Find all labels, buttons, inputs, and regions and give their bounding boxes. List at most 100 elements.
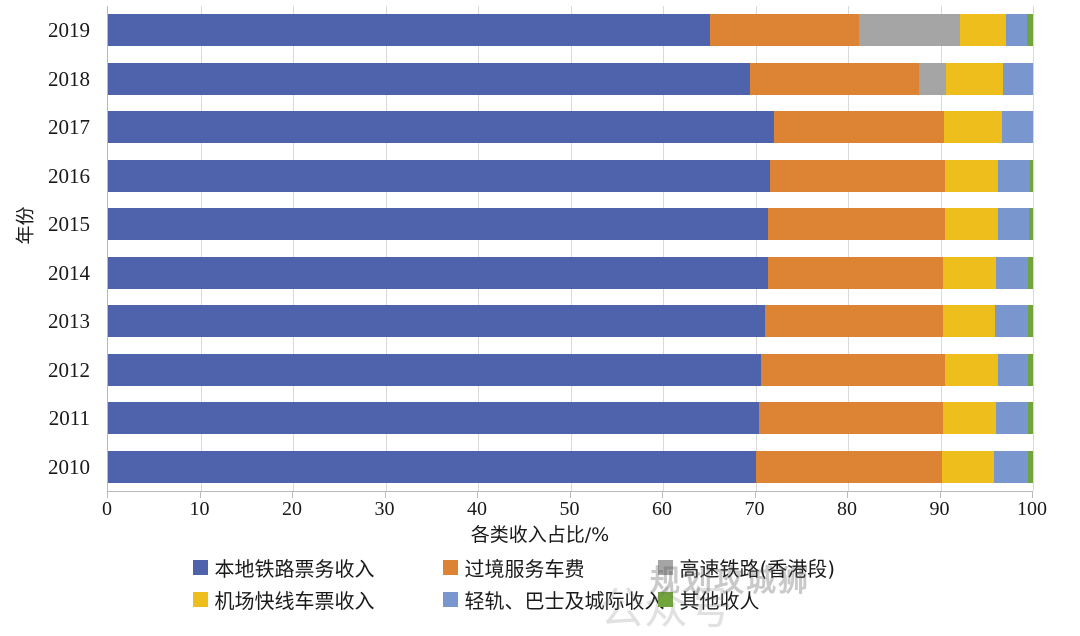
bar-segment: [756, 450, 943, 483]
legend-item[interactable]: 高速铁路(香港段): [657, 553, 888, 582]
legend-item[interactable]: 轻轨、巴士及城际收入: [442, 585, 665, 614]
bar-row-2013: [108, 305, 1033, 338]
bar-row-2012: [108, 353, 1033, 386]
bar-segment: [1002, 111, 1033, 144]
bar-segment: [943, 402, 996, 435]
y-axis-labels: 2019 2018 2017 2016 2015 2014 2013 2012 2011 2010: [0, 6, 100, 491]
bar-segment: [859, 14, 960, 47]
legend-item-label: 过境服务车费: [464, 556, 585, 581]
x-axis-line: [107, 491, 1033, 492]
bar-segment: [108, 159, 771, 192]
bar-segment: [774, 111, 945, 144]
x-axis-tick: [477, 492, 478, 498]
x-axis-tick: [1032, 492, 1033, 498]
y-axis-label-2019: 2019: [48, 18, 90, 43]
bar-segment: [108, 305, 765, 338]
legend-swatch-icon: [192, 591, 208, 607]
bar-segment: [749, 62, 920, 95]
bar-segment: [767, 256, 944, 289]
bar-segment: [945, 159, 998, 192]
bar-segment: [946, 62, 1004, 95]
bar-segment: [1028, 256, 1033, 289]
bar-segment: [996, 402, 1029, 435]
legend-item-label: 其他收人: [679, 588, 760, 613]
x-axis-title: 各类收入占比/%: [470, 524, 610, 546]
bar-segment: [1028, 402, 1033, 435]
bar-row-2019: [108, 14, 1033, 47]
x-axis-label-50: 50: [559, 498, 580, 520]
gridline: [1033, 6, 1034, 491]
bar-segment: [108, 14, 711, 47]
bar-row-2017: [108, 111, 1033, 144]
bar-row-2011: [108, 402, 1033, 435]
bar-segment: [108, 111, 774, 144]
x-axis-label-100: 100: [1017, 498, 1047, 520]
legend-item-label: 轻轨、巴士及城际收入: [464, 588, 665, 613]
bar-segment: [1028, 305, 1033, 338]
bar-segment: [108, 256, 768, 289]
bar-segment: [996, 256, 1029, 289]
bar-segment: [995, 305, 1029, 338]
bar-row-2015: [108, 208, 1033, 241]
x-axis-tickmarks: [107, 492, 1033, 498]
legend-row-2: 机场快线车票收入 轻轨、巴士及城际收入 其他收人: [0, 584, 1080, 614]
legend-item-label: 高速铁路(香港段): [679, 556, 836, 581]
bar-segment: [997, 208, 1030, 241]
bar-segment: [959, 14, 1007, 47]
bar-segment: [1028, 450, 1033, 483]
bar-segment: [710, 14, 860, 47]
y-axis-title: 年份: [14, 206, 37, 245]
bar-segment: [943, 305, 996, 338]
bar-segment: [108, 62, 750, 95]
bar-segment: [1028, 353, 1033, 386]
y-axis-label-2012: 2012: [48, 357, 90, 382]
x-axis-tick: [662, 492, 663, 498]
x-axis-label-80: 80: [837, 498, 857, 520]
y-axis-label-2016: 2016: [48, 163, 90, 188]
legend-item[interactable]: 机场快线车票收入: [192, 585, 443, 614]
y-axis-label-2017: 2017: [48, 115, 90, 140]
legend: 本地铁路票务收入 过境服务车费 高速铁路(香港段) 机场快线车票收入 轻轨、巴士及城际…: [0, 552, 1080, 620]
x-axis-label-10: 10: [189, 498, 210, 520]
bar-segment: [994, 450, 1029, 483]
x-axis-tick: [384, 492, 386, 498]
bar-segment: [1006, 14, 1028, 47]
y-axis-label-2015: 2015: [48, 212, 90, 237]
legend-item-label: 机场快线车票收入: [214, 588, 375, 613]
bar-row-2018: [108, 62, 1033, 95]
y-axis-label-2010: 2010: [48, 454, 90, 479]
x-axis-tick: [754, 492, 756, 498]
plot-area: [107, 6, 1034, 491]
bar-segment: [1029, 208, 1033, 241]
legend-item[interactable]: 其他收人: [657, 585, 888, 614]
bar-segment: [944, 111, 1003, 144]
legend-item-label: 本地铁路票务收入: [214, 556, 375, 581]
x-axis-label-60: 60: [652, 498, 672, 520]
x-axis-tick: [292, 492, 293, 498]
bar-segment: [1003, 62, 1033, 95]
x-axis-label-40: 40: [467, 498, 487, 520]
x-axis-labels: 0 10 20 30 40 50 60 70 80 90 100: [0, 498, 1080, 524]
bar-segment: [997, 159, 1031, 192]
bar-segment: [942, 450, 995, 483]
bar-segment: [919, 62, 947, 95]
bar-segment: [768, 208, 946, 241]
x-axis-label-70: 70: [744, 498, 765, 520]
bar-segment: [945, 208, 998, 241]
bar-segment: [1030, 159, 1033, 192]
legend-item[interactable]: 过境服务车费: [442, 553, 658, 582]
y-axis-label-2013: 2013: [48, 309, 90, 334]
x-axis-tick: [107, 492, 108, 498]
bar-segment: [108, 402, 760, 435]
bar-segment: [943, 256, 996, 289]
bar-segment: [770, 159, 946, 192]
legend-item[interactable]: 本地铁路票务收入: [192, 553, 443, 582]
bar-row-2016: [108, 159, 1033, 192]
legend-swatch-icon: [657, 559, 673, 575]
bar-segment: [945, 353, 998, 386]
legend-swatch-icon: [657, 591, 673, 607]
bar-segment: [108, 450, 757, 483]
bar-segment: [761, 353, 946, 386]
bar-segment: [759, 402, 944, 435]
